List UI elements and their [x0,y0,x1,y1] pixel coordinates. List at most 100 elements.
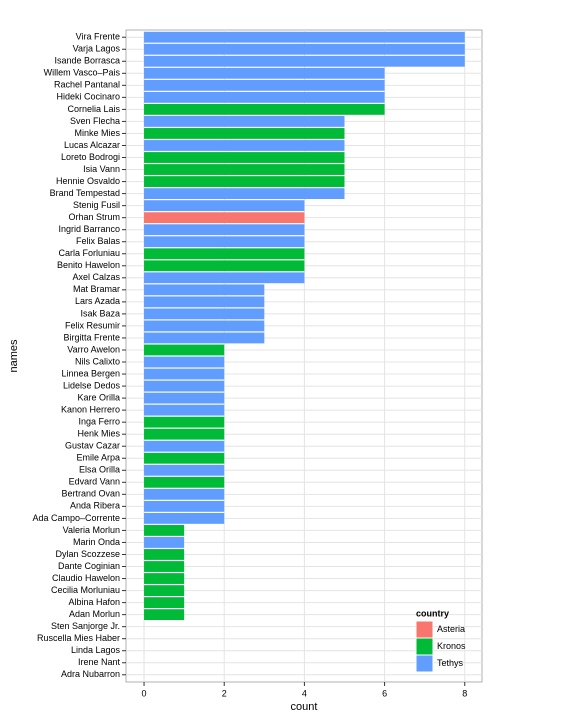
y-tick-label: Irene Nant [78,657,121,667]
y-tick-label: Vira Frente [76,32,120,42]
y-tick-label: Hennie Osvaldo [56,176,120,186]
bar [144,416,225,428]
bar [144,116,345,127]
bar [144,549,185,560]
bar [144,512,225,524]
y-tick-label: Bertrand Ovan [61,489,120,499]
bar [144,488,225,500]
x-tick-label: 0 [142,688,147,698]
bar [144,236,305,248]
bar [144,31,465,43]
x-tick-label: 6 [382,688,387,698]
bar [144,200,305,212]
bar [144,128,345,139]
bar [144,476,225,488]
y-tick-label: Linnea Bergen [61,368,120,378]
bar [144,272,305,284]
y-tick-label: Cornelia Lais [67,104,120,114]
y-tick-label: Rachel Pantanal [54,80,120,90]
legend-key [415,637,434,656]
y-tick-label: Claudio Hawelon [52,573,120,583]
bar [144,79,385,91]
bar [144,452,225,464]
y-tick-label: Anda Ribera [70,501,120,511]
bar [144,404,225,416]
bar [144,67,385,79]
bar [144,368,225,380]
bar [144,103,385,115]
y-tick-label: Orhan Strum [68,212,120,222]
bar [144,573,185,584]
y-tick-label: Linda Lagos [71,645,121,655]
y-tick-label: Benito Hawelon [57,260,120,270]
y-tick-label: Lars Azada [75,296,120,306]
legend-label: Asteria [437,624,465,634]
y-tick-label: Henk Mies [77,429,120,439]
bar [144,440,225,452]
bar [144,585,185,596]
y-tick-label: Stenig Fusil [73,200,120,210]
bar [144,55,465,67]
bar [144,380,225,392]
y-tick-label: Mat Bramar [73,284,120,294]
y-tick-label: Inga Ferro [78,417,120,427]
bar [144,344,225,356]
y-tick-label: Emile Arpa [76,453,120,463]
bar [144,500,225,512]
y-tick-label: Willem Vasco–Pais [44,68,121,78]
y-tick-label: Sten Sanjorge Jr. [51,621,120,631]
bar [144,140,345,151]
bar [144,320,265,332]
y-tick-label: Dante Coginian [58,561,120,571]
y-tick-label: Isande Borrasca [54,56,120,66]
y-tick-label: Axel Calzas [72,272,120,282]
y-tick-label: Felix Resumir [65,320,120,330]
y-tick-label: Hideki Cocinaro [56,92,120,102]
legend-label: Tethys [437,658,464,668]
bar [144,188,345,200]
y-tick-label: Adan Morlun [69,609,120,619]
bar [144,597,185,609]
y-axis-title: names [8,339,20,373]
y-tick-label: Gustav Cazar [65,441,120,451]
y-tick-label: Birgitta Frente [63,332,120,342]
y-tick-label: Varro Awelon [67,344,120,354]
legend-key [415,654,434,673]
y-tick-label: Varja Lagos [73,44,121,54]
y-tick-label: Dylan Scozzese [55,549,120,559]
y-tick-label: Ada Campo–Corrente [32,513,120,523]
y-tick-label: Ruscella Mies Haber [37,633,120,643]
bar [144,609,185,621]
bar [144,152,345,163]
bar [144,248,305,260]
y-tick-label: Carla Forluniau [58,248,120,258]
y-tick-label: Elsa Orilla [79,465,120,475]
x-tick-label: 4 [302,688,307,698]
x-tick-label: 8 [462,688,467,698]
bar [144,464,225,476]
y-tick-label: Kanon Herrero [61,405,120,415]
bar [144,356,225,368]
y-tick-label: Nils Calixto [75,356,120,366]
bar [144,260,305,272]
y-tick-label: Adra Nubarron [61,669,120,679]
y-tick-label: Brand Tempestad [50,188,120,198]
legend-label: Kronos [437,641,466,651]
y-tick-label: Lucas Alcazar [64,140,120,150]
bar [144,561,185,572]
bar [144,392,225,404]
x-tick-label: 2 [222,688,227,698]
y-tick-label: Edvard Vann [69,477,120,487]
y-tick-label: Marin Onda [73,537,120,547]
y-tick-label: Lidelse Dedos [63,380,121,390]
bar [144,308,265,320]
bar [144,43,465,55]
bar [144,212,305,224]
y-tick-label: Kare Orilla [77,392,120,402]
bar [144,296,265,308]
y-tick-label: Albina Hafon [68,597,120,607]
bar [144,537,185,548]
bar [144,525,185,536]
x-axis-title: count [291,701,318,713]
